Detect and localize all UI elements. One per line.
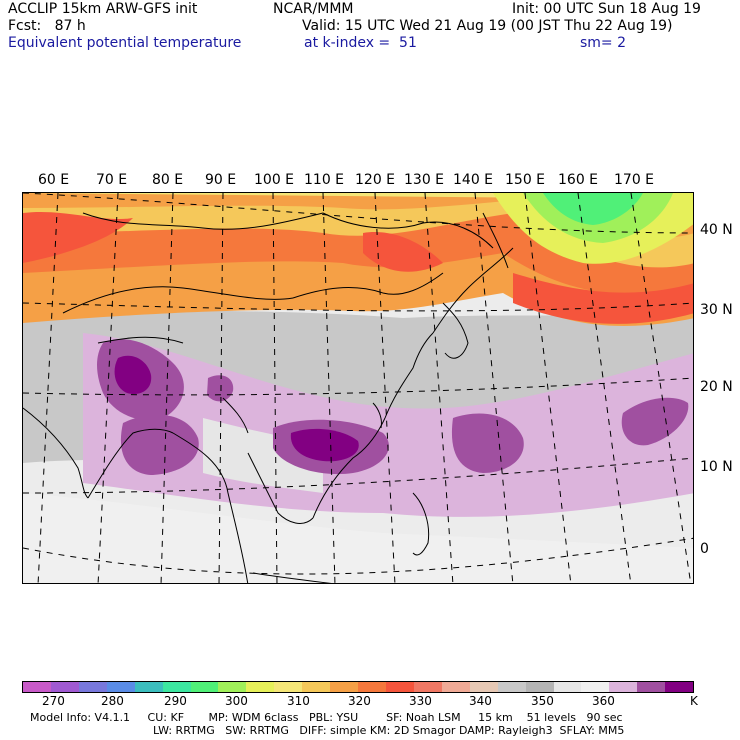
lat-label: 30 N <box>700 302 733 318</box>
colorbar-swatch <box>413 682 442 692</box>
colorbar-swatch <box>330 682 359 692</box>
model-title: ACCLIP 15km ARW-GFS init <box>8 1 198 17</box>
lon-label: 120 E <box>355 172 396 188</box>
model-info-line1: Model Info: V4.1.1 CU: KF MP: WDM 6class… <box>30 711 623 724</box>
map-panel <box>22 192 694 584</box>
lat-label: 10 N <box>700 459 733 475</box>
colorbar-label: 360 <box>592 694 615 708</box>
colorbar-swatch <box>358 682 386 692</box>
colorbar-swatch <box>274 682 303 692</box>
colorbar-swatch <box>106 682 135 692</box>
colorbar-swatch <box>385 682 414 692</box>
lat-label: 40 N <box>700 222 733 238</box>
colorbar-label: 310 <box>287 694 310 708</box>
lon-label: 90 E <box>205 172 237 188</box>
colorbar-swatch <box>302 682 331 692</box>
lon-label: 110 E <box>304 172 345 188</box>
lon-label: 80 E <box>152 172 184 188</box>
lon-label: 60 E <box>38 172 70 188</box>
colorbar-swatch <box>218 682 247 692</box>
colorbar-swatch <box>637 682 666 692</box>
lon-label: 170 E <box>614 172 655 188</box>
colorbar-swatch <box>162 682 191 692</box>
theta-e-field <box>23 193 693 583</box>
lat-label: 0 <box>700 541 709 557</box>
colorbar-swatch <box>581 682 610 692</box>
colorbar-swatch <box>497 682 526 692</box>
colorbar-unit: K <box>690 694 698 708</box>
lon-label: 130 E <box>404 172 445 188</box>
colorbar-swatch <box>553 682 582 692</box>
colorbar-label: 340 <box>469 694 492 708</box>
colorbar-label: 300 <box>225 694 248 708</box>
init-time: Init: 00 UTC Sun 18 Aug 19 <box>512 1 701 17</box>
colorbar-swatch <box>469 682 498 692</box>
colorbar-swatch <box>190 682 219 692</box>
colorbar-label: 280 <box>101 694 124 708</box>
colorbar-label: 270 <box>42 694 65 708</box>
colorbar-label: 350 <box>531 694 554 708</box>
lat-label: 20 N <box>700 379 733 395</box>
colorbar-swatch <box>78 682 107 692</box>
field-name: Equivalent potential temperature <box>8 35 242 51</box>
lon-label: 160 E <box>558 172 599 188</box>
colorbar <box>22 681 694 693</box>
colorbar-label: 290 <box>164 694 187 708</box>
model-info-line2: LW: RRTMG SW: RRTMG DIFF: simple KM: 2D … <box>153 724 625 737</box>
colorbar-swatch <box>665 682 694 692</box>
colorbar-swatch <box>23 682 51 692</box>
colorbar-swatch <box>134 682 163 692</box>
colorbar-label: 330 <box>409 694 432 708</box>
level-index: at k-index = 51 <box>304 35 417 51</box>
colorbar-swatch <box>441 682 470 692</box>
lon-label: 100 E <box>254 172 295 188</box>
colorbar-swatch <box>525 682 554 692</box>
org-label: NCAR/MMM <box>273 1 354 17</box>
lon-label: 150 E <box>505 172 546 188</box>
colorbar-label: 320 <box>348 694 371 708</box>
smoothing: sm= 2 <box>580 35 627 51</box>
colorbar-swatch <box>609 682 638 692</box>
colorbar-swatch <box>246 682 275 692</box>
lon-label: 140 E <box>453 172 494 188</box>
lon-label: 70 E <box>96 172 128 188</box>
valid-time: Valid: 15 UTC Wed 21 Aug 19 (00 JST Thu … <box>302 18 673 34</box>
colorbar-swatch <box>50 682 79 692</box>
forecast-hour: Fcst: 87 h <box>8 18 86 34</box>
